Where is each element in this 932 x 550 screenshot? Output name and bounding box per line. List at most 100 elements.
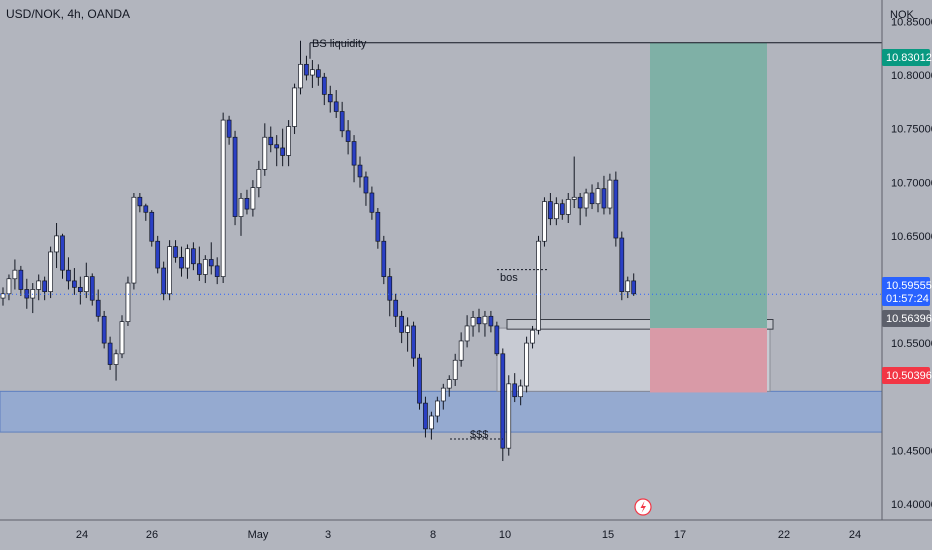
candle-body — [369, 192, 375, 213]
candle-body — [12, 269, 18, 280]
candle-body — [286, 126, 291, 156]
price-tick-label: 10.70000 — [891, 177, 932, 189]
time-tick-label: 26 — [146, 529, 158, 541]
candle-body — [488, 315, 494, 327]
candle-body — [83, 276, 89, 292]
candle-body — [339, 111, 345, 132]
candle-body — [179, 256, 184, 269]
candle-body — [232, 136, 238, 217]
candle-body — [470, 317, 476, 327]
candle-body — [185, 248, 190, 269]
candle-body — [530, 329, 535, 344]
candles-layer — [0, 40, 637, 462]
candle-body — [458, 340, 464, 361]
price-tag-stop-value: 10.50396 — [886, 370, 932, 382]
annotations-layer — [0, 42, 882, 440]
candle-body — [595, 188, 601, 205]
candle-body — [565, 199, 571, 215]
candle-body — [191, 248, 196, 265]
candle-body — [226, 119, 232, 138]
candle-body — [494, 325, 500, 355]
price-tag-stop: 10.50396 — [882, 367, 932, 384]
candle-body — [268, 136, 274, 146]
candle-body — [48, 251, 53, 292]
time-tick-label: May — [248, 529, 269, 541]
candle-body — [72, 280, 77, 288]
price-axis-currency: NOK — [890, 9, 915, 21]
candle-body — [316, 69, 321, 78]
candle-body — [375, 211, 381, 242]
candle-body — [542, 201, 547, 242]
candle-body — [197, 263, 202, 275]
candle-body — [417, 357, 422, 404]
bos-label: bos — [500, 272, 518, 284]
lightning-icon[interactable] — [634, 498, 652, 516]
candle-body — [0, 293, 6, 299]
candle-body — [149, 211, 155, 242]
candle-body — [42, 280, 48, 292]
candle-body — [524, 342, 529, 387]
candle-body — [387, 276, 393, 301]
candle-body — [559, 203, 565, 215]
time-tick-label: 22 — [778, 529, 790, 541]
candle-body — [143, 205, 149, 213]
time-tick-label: 17 — [674, 529, 686, 541]
chart-symbol-title[interactable]: USD/NOK, 4h, OANDA — [6, 7, 130, 21]
price-tag-entry-bg — [882, 310, 930, 327]
candle-body — [125, 282, 131, 322]
candle-body — [435, 400, 440, 417]
candle-body — [244, 198, 250, 210]
price-tick-label: 10.45000 — [891, 445, 932, 457]
candle-body — [333, 101, 339, 112]
loss-zone — [650, 328, 767, 393]
price-tag-target-value: 10.83012 — [886, 52, 932, 64]
candle-body — [452, 359, 458, 380]
time-tick-label: 10 — [499, 529, 511, 541]
candle-body — [137, 196, 143, 207]
candle-body — [327, 94, 333, 103]
candle-body — [167, 246, 172, 295]
candle-body — [577, 196, 583, 209]
candle-body — [482, 315, 488, 325]
candle-body — [476, 317, 482, 325]
candle-body — [161, 267, 166, 295]
price-tick-label: 10.85000 — [891, 16, 932, 28]
candle-body — [571, 196, 577, 200]
sss-label: $$$ — [470, 429, 488, 441]
candle-body — [464, 325, 470, 342]
candle-body — [625, 280, 631, 292]
time-tick-label: 15 — [602, 529, 614, 541]
candle-body — [363, 176, 369, 194]
price-axis[interactable]: NOK 10.85000 10.80000 10.75000 10.70000 10.6… — [881, 0, 932, 520]
candle-body — [506, 383, 512, 449]
price-tag-last-value: 10.59555 — [886, 280, 932, 292]
candle-body — [173, 246, 178, 258]
candle-body — [60, 235, 65, 271]
candle-body — [155, 240, 161, 269]
candle-body — [54, 235, 59, 253]
candle-body — [6, 278, 12, 295]
candle-body — [274, 144, 280, 149]
candle-body — [619, 237, 625, 292]
price-tick-label: 10.40000 — [891, 499, 932, 511]
candle-body — [321, 76, 327, 95]
candle-body — [113, 353, 119, 365]
candle-body — [95, 299, 101, 317]
candle-body — [36, 280, 42, 290]
candle-body — [292, 87, 297, 127]
price-tick-label: 10.80000 — [891, 70, 932, 82]
price-tag-target: 10.83012 — [882, 49, 932, 66]
time-tick-label: 3 — [325, 529, 331, 541]
bs-liquidity-label: BS liquidity — [312, 38, 367, 50]
time-axis[interactable]: 24 26 May 3 8 10 15 17 22 24 — [0, 519, 932, 541]
profit-zone — [650, 42, 767, 329]
price-tick-label: 10.65000 — [891, 231, 932, 243]
candle-body — [18, 269, 24, 290]
time-tick-label: 8 — [430, 529, 436, 541]
time-tick-label: 24 — [849, 529, 861, 541]
candle-body — [298, 63, 303, 89]
candle-body — [440, 387, 446, 402]
price-tag-last: 10.59555 01:57:24 — [882, 277, 932, 306]
